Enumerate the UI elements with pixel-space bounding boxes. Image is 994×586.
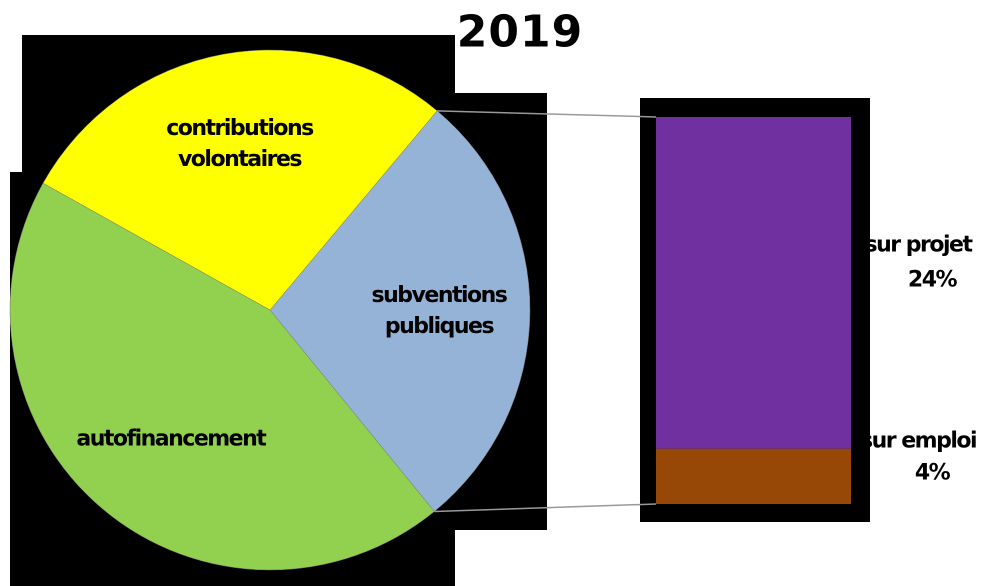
pie-slice <box>9 182 435 571</box>
bar-label: sur projet <box>864 232 973 258</box>
slice-label: contributions volontaires <box>166 115 314 172</box>
bar-value-label: 24% <box>907 267 958 293</box>
bar-segment <box>656 117 851 449</box>
pie-slice <box>269 110 531 512</box>
bar-segment <box>656 448 851 504</box>
connector <box>434 503 657 513</box>
slice-label: subventions publiques <box>371 283 508 340</box>
bar-label: sur emploi <box>859 428 978 454</box>
bar-value-label: 4% <box>914 460 951 486</box>
chart-title: 2019 <box>456 6 584 58</box>
slice-label: autofinancement <box>76 426 266 452</box>
pie-slice <box>42 49 438 311</box>
connector <box>437 110 657 118</box>
